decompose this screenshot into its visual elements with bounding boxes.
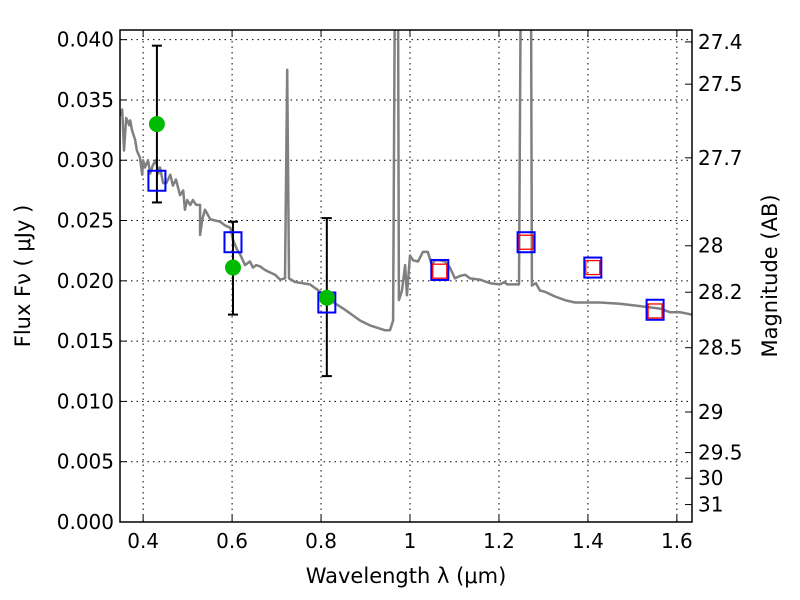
model-point-blue <box>516 231 536 254</box>
y-tick-label: 0.025 <box>57 209 114 233</box>
x-tick-label: 1.2 <box>483 529 515 553</box>
y2-tick-label: 28.2 <box>698 280 743 304</box>
x-tick-label: 1.4 <box>572 529 604 553</box>
y2-tick-label: 27.7 <box>698 146 743 170</box>
y-tick-label: 0.015 <box>57 329 114 353</box>
observed-point <box>148 116 165 133</box>
y2-tick-label: 28 <box>698 234 723 258</box>
y-tick-label: 0.020 <box>57 269 114 293</box>
x-tick-label: 1 <box>404 529 417 553</box>
y-tick-label: 0.000 <box>57 510 114 534</box>
model-point-red <box>518 234 534 250</box>
model-point-red <box>432 263 448 279</box>
y-tick-label: 0.030 <box>57 148 114 172</box>
model-point-blue <box>583 256 603 279</box>
y2-tick-label: 28.5 <box>698 336 743 360</box>
y2-tick-label: 31 <box>698 493 723 517</box>
observed-point <box>318 289 335 306</box>
axes: 0.4 0.6 0.8 1 1.2 1.4 1.6 0.000 0.005 0.010 0.015 0… <box>57 28 743 553</box>
x-tick-label: 0.8 <box>305 529 337 553</box>
model-point-blue <box>223 231 243 254</box>
observed-point <box>224 259 241 276</box>
plot-marks <box>120 30 692 378</box>
x-tick-label: 0.6 <box>216 529 248 553</box>
spectrum-line <box>120 30 692 332</box>
x-axis-label: Wavelength λ (μm) <box>306 564 507 588</box>
y2-tick-label: 27.4 <box>698 30 743 54</box>
y2-tick-label: 29.5 <box>698 441 743 465</box>
y2-axis-label: Magnitude (AB) <box>758 194 782 357</box>
y-tick-label: 0.010 <box>57 389 114 413</box>
y-tick-label: 0.005 <box>57 450 114 474</box>
plot-frame <box>119 29 693 523</box>
x-tick-label: 1.6 <box>661 529 693 553</box>
y2-tick-label: 30 <box>698 466 723 490</box>
y-tick-label: 0.035 <box>57 88 114 112</box>
x-tick-label: 0.4 <box>127 529 159 553</box>
y-axis-label: Flux Fν ( μJy ) <box>11 205 35 348</box>
y2-tick-label: 29 <box>698 400 723 424</box>
model-point-red <box>585 259 601 276</box>
y-tick-label: 0.040 <box>57 28 114 52</box>
y2-tick-label: 27.5 <box>698 72 743 96</box>
model-point-blue <box>645 298 665 321</box>
model-point-blue <box>147 169 167 192</box>
model-point-blue <box>430 258 450 281</box>
model-point-red <box>647 303 663 319</box>
